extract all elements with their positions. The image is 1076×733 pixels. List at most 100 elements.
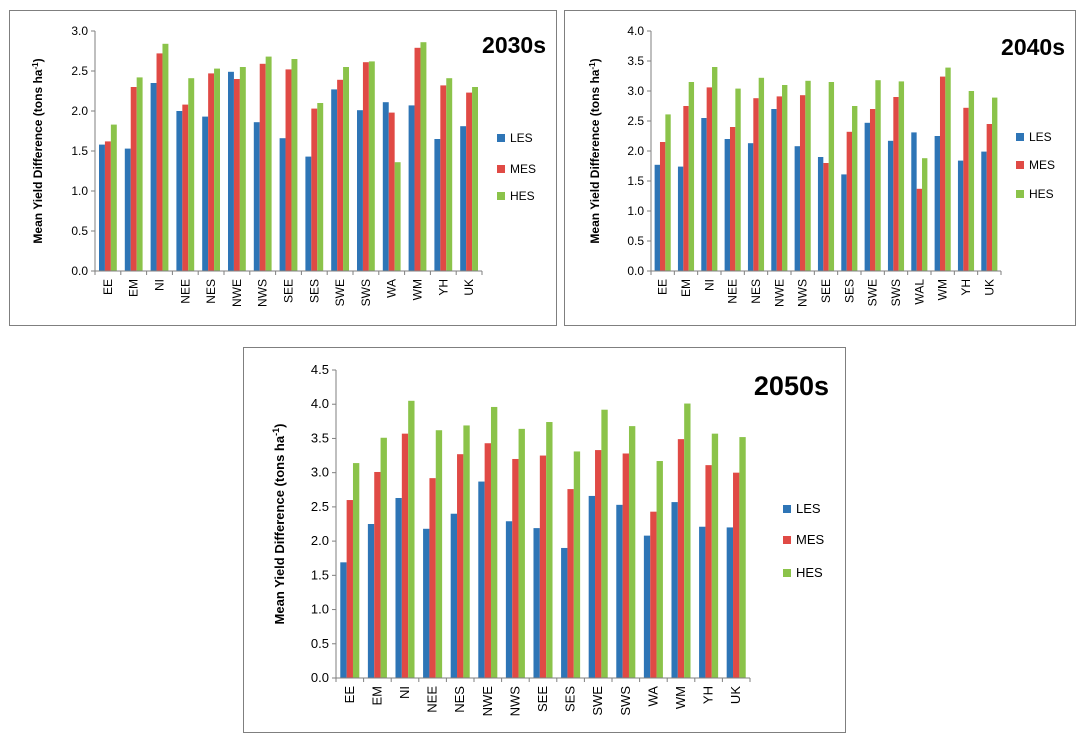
bar-mes-see [823, 163, 829, 271]
bar-mes-nee [729, 127, 736, 271]
bar-les-sws [887, 140, 894, 271]
bar-les-see [817, 157, 824, 271]
y-tick-label: 2.0 [311, 533, 329, 548]
x-tick-label-ni: NI [153, 279, 167, 291]
bar-hes-ni [162, 43, 169, 271]
x-tick-label-nes: NES [204, 279, 218, 304]
bar-hes-sws [898, 81, 905, 272]
bar-les-em [367, 524, 375, 678]
bar-les-ee [340, 562, 347, 678]
x-tick-label-see: SEE [535, 686, 550, 712]
legend-label-mes: MES [510, 162, 536, 176]
bar-mes-nes [208, 73, 215, 272]
legend-swatch-hes [783, 569, 791, 577]
bar-mes-ni [401, 433, 409, 678]
bar-hes-nes [214, 68, 220, 271]
bar-hes-uk [992, 97, 998, 271]
y-tick-label: 3.0 [627, 84, 644, 98]
bar-les-nee [724, 139, 730, 271]
bar-les-nws [794, 146, 800, 271]
legend-label-mes: MES [796, 532, 825, 547]
y-tick-label: 0.0 [311, 670, 329, 685]
x-tick-label-ni: NI [702, 279, 716, 291]
bar-hes-ses [573, 451, 581, 678]
x-tick-label-ses: SES [307, 279, 321, 303]
x-tick-label-nee: NEE [178, 279, 192, 304]
bar-mes-yh [963, 107, 969, 271]
bar-les-wal [911, 132, 917, 271]
x-tick-label-nes: NES [452, 686, 467, 713]
bar-mes-ses [567, 489, 574, 678]
bar-mes-nws [512, 458, 519, 678]
x-tick-label-ses: SES [563, 686, 578, 712]
bar-mes-nws [259, 63, 266, 271]
bar-les-nws [505, 521, 513, 678]
bar-hes-sws [628, 426, 636, 678]
x-tick-label-yh: YH [436, 279, 450, 296]
bar-hes-nws [805, 80, 811, 271]
bar-hes-swe [601, 409, 608, 678]
bar-hes-nws [265, 56, 272, 271]
bar-les-wa [643, 535, 651, 678]
bar-hes-nwe [239, 67, 246, 271]
bar-les-nwe [771, 109, 777, 271]
chart-title-2040s: 2040s [1001, 34, 1065, 60]
bar-mes-ni [156, 53, 163, 272]
y-axis-label: Mean Yield Difference (tons ha-1) [588, 58, 603, 243]
legend-swatch-mes [497, 165, 505, 173]
bar-mes-yh [440, 85, 447, 272]
bar-mes-wal [916, 188, 923, 271]
legend-label-hes: HES [796, 565, 823, 580]
bar-les-wm [408, 105, 415, 272]
bar-hes-em [688, 82, 695, 271]
bar-hes-nwe [490, 406, 498, 678]
bar-hes-see [291, 59, 298, 271]
bar-mes-ee [104, 141, 111, 271]
x-tick-label-ee: EE [101, 279, 115, 295]
bar-mes-wm [939, 76, 946, 271]
bar-hes-yh [446, 78, 453, 271]
x-tick-label-yh: YH [701, 686, 716, 704]
bar-hes-see [546, 422, 553, 678]
bar-mes-nws [799, 95, 806, 271]
chart-title-2050s: 2050s [754, 371, 829, 401]
bar-hes-wal [922, 158, 928, 271]
x-tick-label-wal: WAL [912, 279, 926, 305]
y-tick-label: 0.5 [71, 224, 88, 238]
chart-title-2030s: 2030s [482, 32, 546, 58]
x-tick-label-yh: YH [959, 279, 973, 296]
bar-hes-ee [352, 463, 360, 678]
bar-les-ee [654, 164, 660, 271]
bar-mes-nes [457, 454, 464, 678]
bar-les-uk [460, 126, 467, 271]
bar-hes-ee [665, 114, 671, 272]
y-tick-label: 2.5 [311, 499, 329, 514]
x-tick-label-sws: SWS [359, 279, 373, 306]
x-tick-label-nee: NEE [425, 686, 440, 713]
bar-hes-wa [656, 461, 663, 678]
y-tick-label: 2.5 [71, 64, 88, 78]
x-tick-label-see: SEE [282, 279, 296, 303]
bar-hes-nes [758, 77, 765, 271]
y-axis-label: Mean Yield Difference (tons ha-1) [31, 58, 46, 243]
y-tick-label: 0.5 [627, 234, 644, 248]
y-tick-label: 4.0 [311, 396, 329, 411]
bar-mes-uk [733, 472, 740, 678]
bar-les-nee [423, 528, 430, 678]
legend-swatch-les [783, 505, 791, 513]
bar-hes-uk [739, 437, 746, 678]
y-tick-label: 3.5 [627, 54, 644, 68]
y-tick-label: 1.5 [627, 174, 644, 188]
bar-les-swe [588, 495, 596, 678]
bar-hes-nes [463, 425, 470, 678]
y-tick-label: 1.0 [627, 204, 644, 218]
bar-les-ses [841, 174, 847, 271]
bar-mes-uk [466, 92, 473, 271]
bar-les-em [124, 148, 131, 271]
bar-les-wm [934, 136, 940, 271]
bar-mes-wm [414, 47, 421, 271]
y-tick-label: 4.5 [311, 362, 329, 377]
x-tick-label-swe: SWE [333, 279, 347, 306]
bar-mes-sws [362, 62, 369, 272]
bar-hes-nwe [782, 85, 788, 271]
